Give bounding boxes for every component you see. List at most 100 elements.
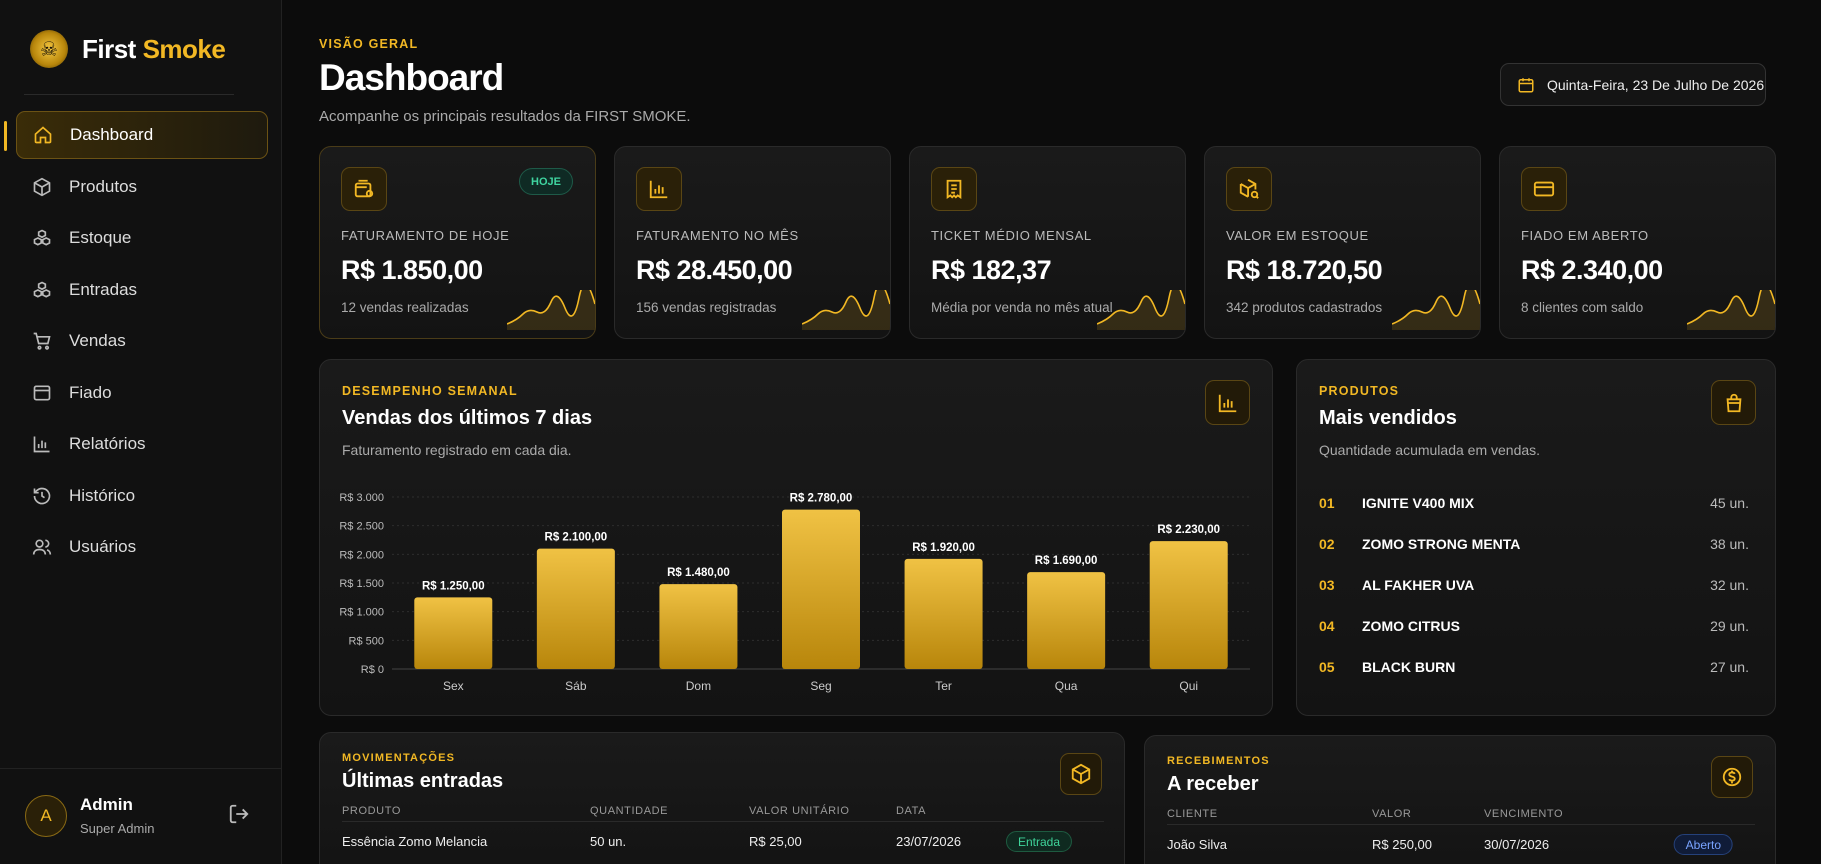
list-item[interactable]: 01 IGNITE V400 MIX 45 un. <box>1319 494 1749 511</box>
panel-title: Últimas entradas <box>342 770 504 792</box>
panel-eyebrow: DESEMPENHO SEMANAL <box>342 384 518 398</box>
data-label: R$ 2.230,00 <box>1157 524 1220 536</box>
top-products-panel: PRODUTOS Mais vendidos Quantidade acumul… <box>1296 359 1776 716</box>
bar-Sáb <box>536 548 615 669</box>
sidebar-item-label: Entradas <box>69 279 138 299</box>
weekly-bar-chart: R$ 0 R$ 500 R$ 1.000 R$ 1.500 R$ 2.000 R$ 2.5… <box>339 492 1250 693</box>
x-tick-label: Ter <box>935 679 952 693</box>
column-header: QUANTIDADE <box>590 805 669 817</box>
kpi-card-fiado-aberto: FIADO EM ABERTO R$ 2.340,00 8 clientes c… <box>1499 146 1776 339</box>
cart-icon <box>31 330 53 352</box>
kpi-value: R$ 28.450,00 <box>636 255 793 285</box>
user-panel: A Admin Super Admin <box>0 768 282 864</box>
sparkline <box>802 290 890 330</box>
kpi-note: 156 vendas registradas <box>636 300 777 315</box>
date-display[interactable]: Quinta-Feira, 23 De Julho De 2026 <box>1500 63 1766 106</box>
top-products-list: 01 IGNITE V400 MIX 45 un. 02 ZOMO STRONG ME… <box>1319 482 1749 687</box>
receipt-icon <box>931 167 977 211</box>
sidebar-item-entradas[interactable]: Entradas <box>16 266 268 314</box>
sparkline <box>1392 290 1480 330</box>
dollar-icon[interactable] <box>1711 756 1753 798</box>
data-label: R$ 1.690,00 <box>1035 555 1098 567</box>
page-title: Dashboard <box>319 57 504 98</box>
data-label: R$ 2.100,00 <box>545 532 608 544</box>
sidebar-item-relatorios[interactable]: Relatórios <box>16 420 268 468</box>
x-tick-label: Dom <box>686 679 711 693</box>
brand-logo[interactable]: ☠ First Smoke <box>30 30 226 68</box>
panel-eyebrow: MOVIMENTAÇÕES <box>342 752 456 764</box>
calendar-icon <box>1518 77 1534 92</box>
sidebar-nav: Dashboard Produtos Estoque Entradas Vend… <box>4 111 268 575</box>
bar-chart-icon <box>636 167 682 211</box>
column-header: VALOR UNITÁRIO <box>749 805 850 817</box>
sidebar-item-vendas[interactable]: Vendas <box>16 317 268 365</box>
bar-chart-icon[interactable] <box>1205 380 1250 425</box>
panel-subtitle: Faturamento registrado em cada dia. <box>342 442 572 458</box>
x-tick-label: Sáb <box>565 679 587 693</box>
y-tick-label: R$ 2.500 <box>339 521 384 533</box>
y-tick-label: R$ 0 <box>361 664 384 676</box>
wallet-icon <box>31 382 53 404</box>
sidebar-item-produtos[interactable]: Produtos <box>16 163 268 211</box>
latest-entries-panel: MOVIMENTAÇÕES Últimas entradas PRODUTO Q… <box>319 732 1125 864</box>
page-subtitle: Acompanhe os principais resultados da FI… <box>319 108 691 125</box>
sidebar-item-historico[interactable]: Histórico <box>16 472 268 520</box>
user-role: Super Admin <box>80 821 155 836</box>
sparkline <box>1097 290 1185 330</box>
y-tick-label: R$ 1.000 <box>339 607 384 619</box>
kpi-label: TICKET MÉDIO MENSAL <box>931 228 1092 243</box>
avatar[interactable]: A <box>25 795 67 837</box>
page-eyebrow: VISÃO GERAL <box>319 37 419 51</box>
sidebar-item-estoque[interactable]: Estoque <box>16 214 268 262</box>
users-icon <box>31 536 53 558</box>
y-tick-label: R$ 500 <box>349 635 384 647</box>
sparkline <box>1687 290 1775 330</box>
kpi-value: R$ 182,37 <box>931 255 1052 285</box>
logout-icon[interactable] <box>228 803 252 827</box>
kpi-value: R$ 2.340,00 <box>1521 255 1663 285</box>
list-item[interactable]: 05 BLACK BURN 27 un. <box>1319 658 1749 675</box>
column-header: CLIENTE <box>1167 808 1218 820</box>
sidebar-item-usuarios[interactable]: Usuários <box>16 523 268 571</box>
package-search-icon <box>1226 167 1272 211</box>
column-header: VENCIMENTO <box>1484 808 1564 820</box>
brand-name: First Smoke <box>82 33 226 64</box>
sidebar-item-label: Fiado <box>69 382 112 402</box>
kpi-card-faturamento-mes: FATURAMENTO NO MÊS R$ 28.450,00 156 vend… <box>614 146 891 339</box>
sidebar-item-label: Estoque <box>69 228 132 247</box>
status-badge: Aberto <box>1673 834 1733 855</box>
data-label: R$ 2.780,00 <box>790 493 853 505</box>
x-tick-label: Qua <box>1055 679 1078 693</box>
kpi-card-ticket-medio: TICKET MÉDIO MENSAL R$ 182,37 Média por … <box>909 146 1186 339</box>
user-name: Admin <box>80 795 133 814</box>
list-item[interactable]: 03 AL FAKHER UVA 32 un. <box>1319 576 1749 593</box>
panel-eyebrow: PRODUTOS <box>1319 384 1400 398</box>
sidebar-item-dashboard[interactable]: Dashboard <box>4 111 268 159</box>
y-tick-label: R$ 1.500 <box>339 578 384 590</box>
list-item[interactable]: 04 ZOMO CITRUS 29 un. <box>1319 617 1749 634</box>
y-tick-label: R$ 3.000 <box>339 492 384 504</box>
box-icon <box>31 176 53 198</box>
x-tick-label: Qui <box>1179 679 1198 693</box>
boxes-icon <box>31 227 53 249</box>
sidebar-item-label: Histórico <box>69 485 136 505</box>
divider <box>342 821 1104 822</box>
history-icon <box>31 485 53 507</box>
sidebar-item-fiado[interactable]: Fiado <box>16 369 268 417</box>
bar-Sex <box>414 597 493 669</box>
sidebar-item-label: Usuários <box>69 537 137 556</box>
list-item[interactable]: 02 ZOMO STRONG MENTA 38 un. <box>1319 535 1749 552</box>
data-label: R$ 1.250,00 <box>422 580 485 592</box>
box-icon[interactable] <box>1060 753 1102 795</box>
kpi-value: R$ 1.850,00 <box>341 255 483 285</box>
kpi-label: FATURAMENTO NO MÊS <box>636 228 799 243</box>
sidebar-item-label: Dashboard <box>70 125 154 144</box>
bar-Qua <box>1027 572 1106 669</box>
shopping-bag-icon[interactable] <box>1711 380 1756 425</box>
column-header: VALOR <box>1372 808 1412 820</box>
column-header: PRODUTO <box>342 805 402 817</box>
sidebar-item-label: Produtos <box>69 176 138 196</box>
divider <box>1167 824 1755 825</box>
data-label: R$ 1.480,00 <box>667 567 730 579</box>
kpi-note: 8 clientes com saldo <box>1521 300 1644 315</box>
